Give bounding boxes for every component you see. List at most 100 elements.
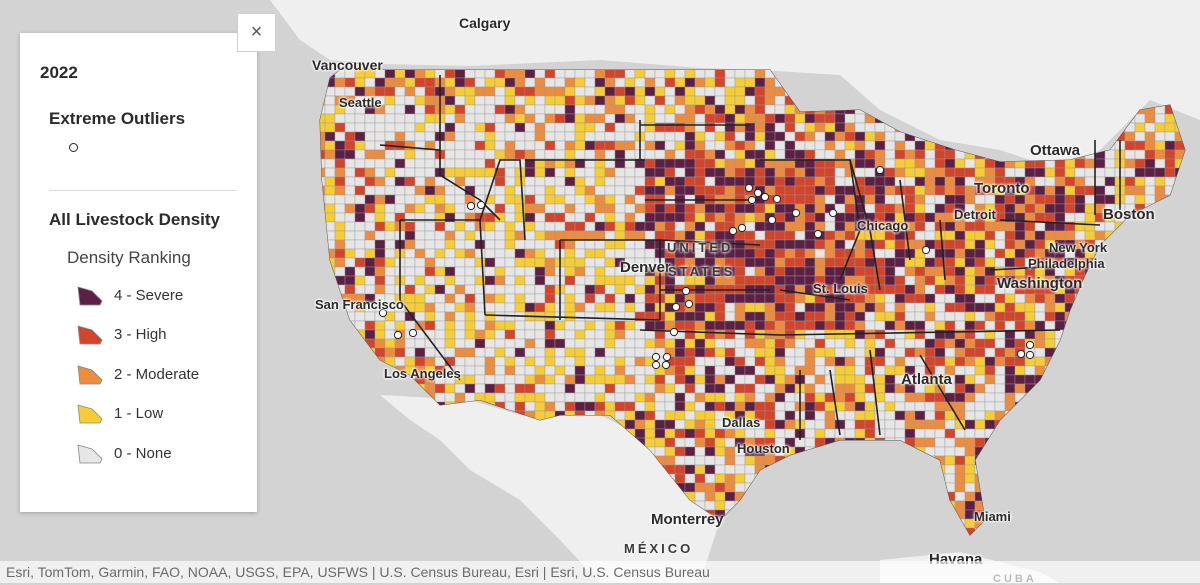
county-cell (1044, 329, 1056, 340)
county-cell (1004, 203, 1016, 214)
county-cell (954, 455, 966, 466)
outlier-marker[interactable] (466, 201, 476, 211)
outlier-marker[interactable] (408, 328, 418, 338)
county-cell (1064, 158, 1076, 169)
county-cell (354, 176, 366, 187)
county-cell (984, 320, 996, 331)
county-cell (474, 320, 486, 331)
county-cell (974, 374, 986, 385)
county-cell (934, 230, 946, 241)
county-cell (644, 383, 656, 394)
county-cell (974, 365, 986, 376)
county-cell (404, 149, 416, 160)
county-cell (794, 194, 806, 205)
county-cell (614, 401, 626, 412)
county-cell (334, 212, 346, 223)
outlier-marker[interactable] (828, 208, 838, 218)
county-cell (984, 284, 996, 295)
county-cell (834, 131, 846, 142)
outlier-marker[interactable] (651, 360, 661, 370)
outlier-marker[interactable] (737, 223, 747, 233)
county-cell (454, 158, 466, 169)
county-cell (634, 410, 646, 421)
outlier-marker[interactable] (684, 299, 694, 309)
county-cell (434, 176, 446, 187)
county-cell (444, 293, 456, 304)
county-cell (374, 158, 386, 169)
county-cell (754, 68, 766, 79)
county-cell (694, 365, 706, 376)
county-cell (604, 266, 616, 277)
close-legend-button[interactable]: × (237, 13, 276, 52)
outlier-marker[interactable] (747, 195, 757, 205)
county-cell (704, 221, 716, 232)
county-cell (854, 329, 866, 340)
outlier-marker[interactable] (651, 352, 661, 362)
outlier-marker[interactable] (661, 360, 671, 370)
county-cell (1004, 347, 1016, 358)
county-cell (414, 284, 426, 295)
county-cell (484, 275, 496, 286)
county-cell (644, 149, 656, 160)
outlier-marker[interactable] (753, 188, 763, 198)
county-cell (484, 131, 496, 142)
county-cell (894, 392, 906, 403)
county-cell (704, 131, 716, 142)
county-cell (524, 221, 536, 232)
county-cell (444, 158, 456, 169)
county-cell (974, 320, 986, 331)
county-cell (504, 140, 516, 151)
outlier-marker[interactable] (681, 286, 691, 296)
county-cell (584, 122, 596, 133)
outlier-marker[interactable] (393, 330, 403, 340)
county-cell (454, 104, 466, 115)
county-cell (794, 122, 806, 133)
county-cell (1134, 140, 1146, 151)
outlier-marker[interactable] (1025, 350, 1035, 360)
county-cell (454, 302, 466, 313)
county-cell (824, 221, 836, 232)
outlier-marker[interactable] (1025, 340, 1035, 350)
outlier-marker[interactable] (767, 215, 777, 225)
county-cell (874, 140, 886, 151)
county-cell (894, 293, 906, 304)
county-cell (1044, 194, 1056, 205)
county-cell (594, 167, 606, 178)
outlier-marker[interactable] (662, 352, 672, 362)
county-cell (724, 482, 736, 493)
county-cell (774, 239, 786, 250)
county-cell (324, 140, 336, 151)
county-cell (484, 365, 496, 376)
county-cell (424, 122, 436, 133)
outlier-marker[interactable] (476, 200, 486, 210)
county-cell (684, 86, 696, 97)
county-cell (414, 266, 426, 277)
county-cell (1024, 230, 1036, 241)
county-cell (614, 221, 626, 232)
county-cell (684, 401, 696, 412)
outlier-marker[interactable] (728, 226, 738, 236)
outlier-marker[interactable] (791, 208, 801, 218)
outlier-marker[interactable] (744, 183, 754, 193)
outlier-marker[interactable] (813, 229, 823, 239)
outlier-marker[interactable] (378, 308, 388, 318)
county-cell (444, 329, 456, 340)
outlier-marker[interactable] (875, 165, 885, 175)
county-cell (854, 410, 866, 421)
county-cell (684, 230, 696, 241)
county-cell (814, 320, 826, 331)
outlier-marker[interactable] (1016, 349, 1026, 359)
outlier-marker[interactable] (669, 327, 679, 337)
outlier-marker[interactable] (760, 192, 770, 202)
county-cell (534, 365, 546, 376)
county-cell (804, 302, 816, 313)
county-cell (694, 140, 706, 151)
county-cell (364, 149, 376, 160)
outlier-marker[interactable] (772, 194, 782, 204)
outlier-marker[interactable] (921, 245, 931, 255)
county-cell (854, 383, 866, 394)
county-cell (804, 194, 816, 205)
outlier-marker[interactable] (671, 302, 681, 312)
